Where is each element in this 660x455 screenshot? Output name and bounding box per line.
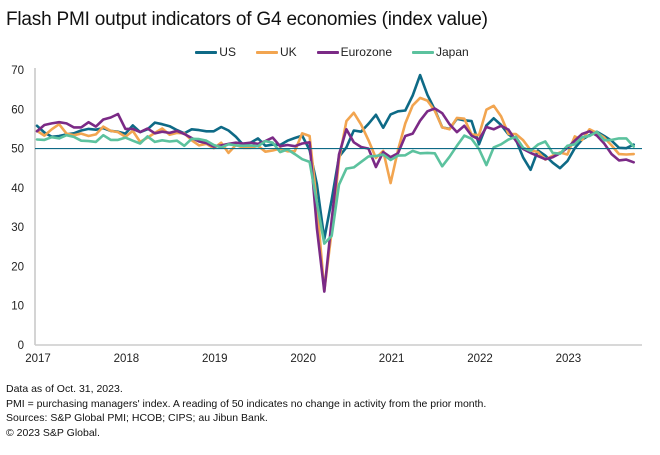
y-tick-label: 40 xyxy=(11,183,24,195)
footnote-copyright: © 2023 S&P Global. xyxy=(6,426,100,439)
x-tick-label: 2021 xyxy=(379,353,405,365)
x-tick-label: 2019 xyxy=(202,353,228,365)
legend-swatch-uk xyxy=(255,50,278,54)
legend-label-japan: Japan xyxy=(436,45,469,59)
legend-swatch-us xyxy=(195,50,218,54)
y-tick-label: 60 xyxy=(11,104,24,116)
y-tick-label: 70 xyxy=(11,65,24,77)
footnote-sources: Sources: S&P Global PMI; HCOB; CIPS; au … xyxy=(6,412,268,424)
y-tick-label: 50 xyxy=(11,144,24,156)
legend-item-japan: Japan xyxy=(412,45,469,59)
footnotes: Data as of Oct. 31, 2023. PMI = purchasi… xyxy=(6,382,486,440)
legend-label-eurozone: Eurozone xyxy=(340,45,392,59)
x-tick-label: 2023 xyxy=(556,353,582,365)
chart-plot: 0 10 20 30 40 50 60 70 2017 2018 2019 2020 2021 2022 2… xyxy=(11,65,642,365)
series-line-japan xyxy=(35,130,636,245)
legend-item-eurozone: Eurozone xyxy=(316,45,392,59)
legend-label-us: US xyxy=(219,45,236,59)
chart-title: Flash PMI output indicators of G4 econom… xyxy=(6,9,488,30)
legend-label-uk: UK xyxy=(279,45,297,59)
legend-swatch-japan xyxy=(412,50,434,54)
legend-item-us: US xyxy=(195,45,236,59)
y-tick-label: 10 xyxy=(11,301,24,313)
y-tick-label: 0 xyxy=(18,340,24,352)
legend-item-uk: UK xyxy=(255,45,297,59)
legend-swatch-eurozone xyxy=(316,50,339,54)
x-tick-label: 2018 xyxy=(114,353,140,365)
y-tick-label: 20 xyxy=(11,261,24,273)
series-line-eurozone xyxy=(35,107,636,293)
x-tick-label: 2020 xyxy=(290,353,316,365)
footnote-data-date: Data as of Oct. 31, 2023. xyxy=(6,383,123,395)
x-tick-label: 2022 xyxy=(467,353,493,365)
y-tick-label: 30 xyxy=(11,222,24,234)
x-tick-label: 2017 xyxy=(25,353,51,365)
chart-legend: US UK Eurozone Japan xyxy=(0,45,660,59)
footnote-definition: PMI = purchasing managers' index. A read… xyxy=(6,397,487,410)
